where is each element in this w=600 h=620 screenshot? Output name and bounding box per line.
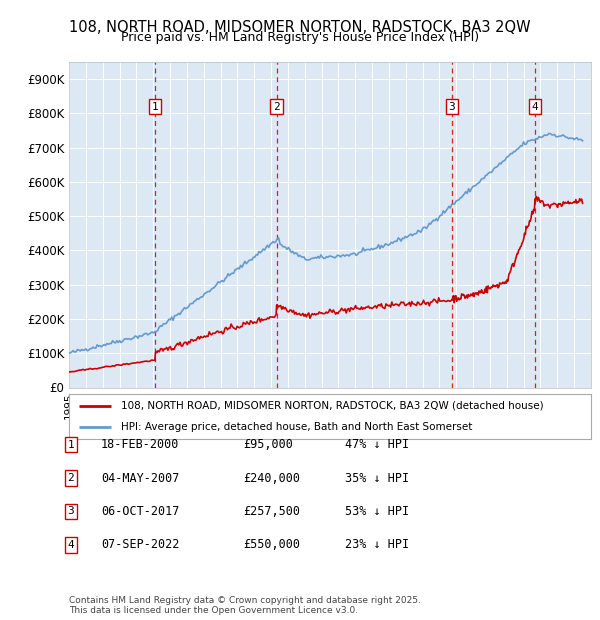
Text: Price paid vs. HM Land Registry's House Price Index (HPI): Price paid vs. HM Land Registry's House … bbox=[121, 31, 479, 44]
Text: 35% ↓ HPI: 35% ↓ HPI bbox=[345, 472, 409, 484]
Text: 4: 4 bbox=[532, 102, 538, 112]
Text: 3: 3 bbox=[449, 102, 455, 112]
Text: Contains HM Land Registry data © Crown copyright and database right 2025.
This d: Contains HM Land Registry data © Crown c… bbox=[69, 596, 421, 615]
Text: 3: 3 bbox=[67, 507, 74, 516]
Text: £550,000: £550,000 bbox=[243, 539, 300, 551]
Text: 108, NORTH ROAD, MIDSOMER NORTON, RADSTOCK, BA3 2QW (detached house): 108, NORTH ROAD, MIDSOMER NORTON, RADSTO… bbox=[121, 401, 544, 411]
Text: 06-OCT-2017: 06-OCT-2017 bbox=[101, 505, 179, 518]
Text: £257,500: £257,500 bbox=[243, 505, 300, 518]
Text: 1: 1 bbox=[152, 102, 158, 112]
Text: 1: 1 bbox=[67, 440, 74, 450]
Text: 108, NORTH ROAD, MIDSOMER NORTON, RADSTOCK, BA3 2QW: 108, NORTH ROAD, MIDSOMER NORTON, RADSTO… bbox=[69, 20, 531, 35]
Text: 47% ↓ HPI: 47% ↓ HPI bbox=[345, 438, 409, 451]
Text: HPI: Average price, detached house, Bath and North East Somerset: HPI: Average price, detached house, Bath… bbox=[121, 422, 473, 432]
Text: 18-FEB-2000: 18-FEB-2000 bbox=[101, 438, 179, 451]
Text: 53% ↓ HPI: 53% ↓ HPI bbox=[345, 505, 409, 518]
Text: 2: 2 bbox=[273, 102, 280, 112]
Text: 2: 2 bbox=[67, 473, 74, 483]
Text: £240,000: £240,000 bbox=[243, 472, 300, 484]
Text: £95,000: £95,000 bbox=[243, 438, 293, 451]
Text: 04-MAY-2007: 04-MAY-2007 bbox=[101, 472, 179, 484]
Text: 23% ↓ HPI: 23% ↓ HPI bbox=[345, 539, 409, 551]
Text: 4: 4 bbox=[67, 540, 74, 550]
Text: 07-SEP-2022: 07-SEP-2022 bbox=[101, 539, 179, 551]
